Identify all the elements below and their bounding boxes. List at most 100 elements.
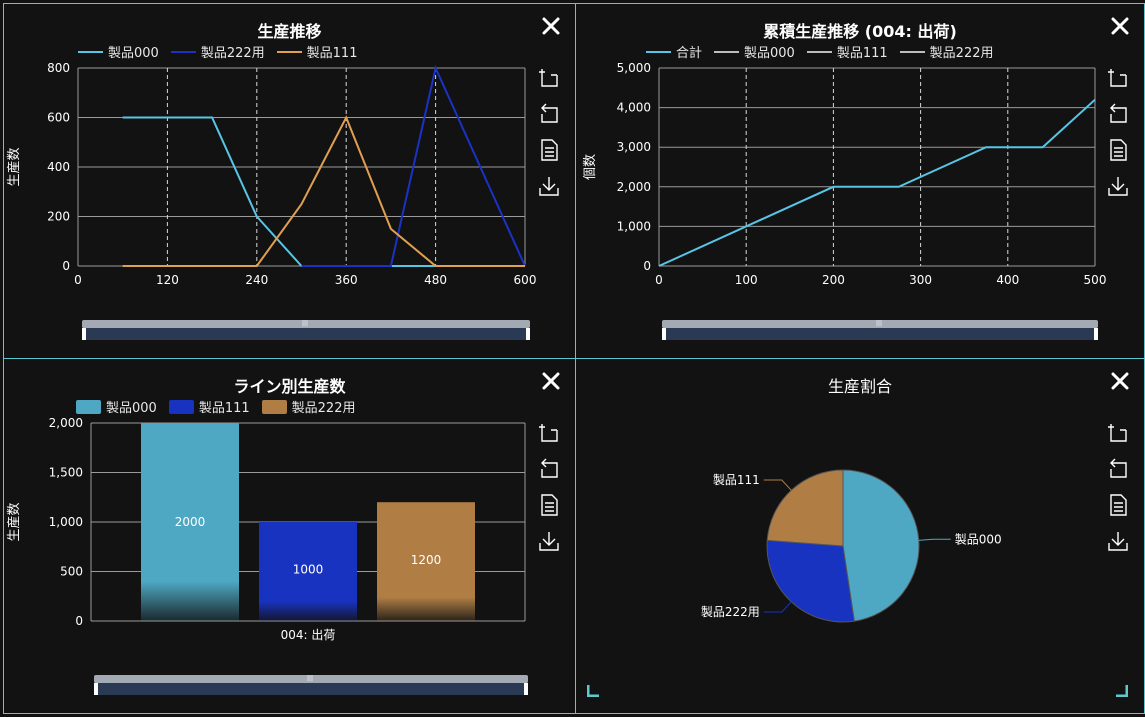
y-tick-label: 500: [60, 565, 83, 579]
legend-item[interactable]: 製品111: [168, 397, 250, 416]
chart-toolbox: [537, 421, 561, 565]
data-zoom-slider[interactable]: |||: [94, 675, 528, 695]
x-tick-label: 240: [245, 273, 268, 287]
pie-label-line: [763, 601, 792, 613]
pie-slice: [842, 469, 920, 622]
line-chart: 0 200 400 600 800 0 120 240 360 480 600 生産数: [6, 61, 537, 287]
pie-slice: [766, 469, 844, 547]
x-tick-label: 100: [735, 273, 758, 287]
data-view-icon[interactable]: [537, 138, 561, 162]
x-tick-label: 0: [74, 273, 82, 287]
legend-item[interactable]: 製品222用: [261, 397, 355, 416]
zoom-handle-right[interactable]: [524, 683, 528, 695]
y-tick-label: 200: [47, 210, 70, 224]
zoom-in-icon[interactable]: [1106, 66, 1130, 90]
bar-data-label: 1000: [293, 562, 324, 576]
download-icon[interactable]: [537, 529, 561, 553]
panel-title: 累積生産推移 (004: 出荷): [763, 22, 957, 41]
zoom-in-icon[interactable]: [537, 66, 561, 90]
bar: [259, 522, 357, 621]
legend-item[interactable]: 製品000: [714, 42, 795, 61]
resize-corner-icon[interactable]: [587, 685, 599, 697]
chart-toolbox: [537, 66, 561, 210]
pie-slice-label: 製品222用: [701, 605, 760, 619]
x-tick-label: 0: [655, 273, 663, 287]
legend-item[interactable]: 合計: [646, 42, 702, 61]
series-line: [658, 98, 1096, 267]
chart-legend: 製品000 製品222用 製品111: [78, 42, 357, 61]
y-tick-label: 400: [47, 160, 70, 174]
y-tick-label: 600: [47, 111, 70, 125]
production-trend-panel: 生産推移 製品000 製品222用 製品111 0 200 400 600 800 0 12…: [3, 3, 576, 359]
x-tick-label: 500: [1084, 273, 1107, 287]
zoom-handle-left[interactable]: [662, 328, 666, 340]
production-ratio-panel: 生産割合 製品000 製品222用 製品111: [575, 358, 1145, 714]
y-tick-label: 0: [643, 259, 651, 273]
legend-item[interactable]: 製品111: [806, 42, 888, 61]
pie-chart: 製品000 製品222用 製品111: [701, 469, 1002, 623]
y-tick-label: 800: [47, 61, 70, 75]
legend-item[interactable]: 製品000: [78, 42, 159, 61]
y-tick-label: 3,000: [617, 140, 651, 154]
zoom-in-icon[interactable]: [1106, 421, 1130, 445]
series-line: [122, 116, 525, 267]
zoom-reset-icon[interactable]: [537, 457, 561, 481]
data-view-icon[interactable]: [1106, 138, 1130, 162]
line-chart: 0 1,000 2,000 3,000 4,000 5,000 0 100 200 300 400 5…: [583, 61, 1107, 287]
y-tick-label: 0: [75, 614, 83, 628]
x-tick-label: 600: [514, 273, 537, 287]
y-tick-label: 0: [62, 259, 70, 273]
zoom-reset-icon[interactable]: [537, 102, 561, 126]
panel-title: 生産割合: [827, 377, 892, 396]
series-line: [301, 64, 526, 267]
zoom-in-icon[interactable]: [537, 421, 561, 445]
pie-slice-label: 製品111: [713, 473, 760, 487]
data-view-icon[interactable]: [1106, 493, 1130, 517]
zoom-handle-right[interactable]: [526, 328, 530, 340]
close-icon[interactable]: [541, 371, 561, 391]
series-line: [122, 115, 525, 267]
legend-item[interactable]: 製品111: [276, 42, 357, 61]
data-view-icon[interactable]: [537, 493, 561, 517]
x-tick-label: 400: [996, 273, 1019, 287]
close-icon[interactable]: [541, 16, 561, 36]
chart-toolbox: [1106, 66, 1130, 210]
legend-item[interactable]: 製品222用: [899, 42, 994, 61]
x-tick-label: 200: [822, 273, 845, 287]
zoom-reset-icon[interactable]: [1106, 457, 1130, 481]
y-tick-label: 5,000: [617, 61, 651, 75]
resize-corner-icon[interactable]: [1116, 685, 1128, 697]
legend-item[interactable]: 製品222用: [170, 42, 265, 61]
bar-data-label: 2000: [175, 515, 206, 529]
x-tick-label: 004: 出荷: [281, 628, 336, 642]
zoom-handle-left[interactable]: [94, 683, 98, 695]
pie-slice: [766, 539, 855, 623]
zoom-handle-left[interactable]: [82, 328, 86, 340]
y-tick-label: 1,000: [49, 515, 83, 529]
zoom-handle-right[interactable]: [1094, 328, 1098, 340]
close-icon[interactable]: [1110, 16, 1130, 36]
download-icon[interactable]: [1106, 529, 1130, 553]
bar: [141, 423, 239, 621]
line-production-panel: ライン別生産数 製品000 製品111 製品222用 0 500 1,000 1,50…: [3, 358, 576, 714]
data-zoom-slider[interactable]: |||: [662, 320, 1098, 340]
bar-data-label: 1200: [411, 553, 442, 567]
zoom-reset-icon[interactable]: [1106, 102, 1130, 126]
y-tick-label: 2,000: [49, 416, 83, 430]
pie-label-line: [918, 538, 951, 541]
x-tick-label: 300: [909, 273, 932, 287]
legend-item[interactable]: 製品000: [76, 397, 157, 416]
y-tick-label: 1,000: [617, 219, 651, 233]
download-icon[interactable]: [1106, 174, 1130, 198]
x-tick-label: 120: [156, 273, 179, 287]
y-axis-label: 生産数: [6, 502, 22, 541]
y-tick-label: 2,000: [617, 180, 651, 194]
chart-toolbox: [1106, 421, 1130, 565]
y-axis-label: 個数: [583, 154, 598, 180]
download-icon[interactable]: [537, 174, 561, 198]
data-zoom-slider[interactable]: |||: [82, 320, 530, 340]
close-icon[interactable]: [1110, 371, 1130, 391]
y-tick-label: 1,500: [49, 466, 83, 480]
cumulative-trend-panel: 累積生産推移 (004: 出荷) 合計 製品000 製品111 製品222用 0…: [575, 3, 1145, 359]
